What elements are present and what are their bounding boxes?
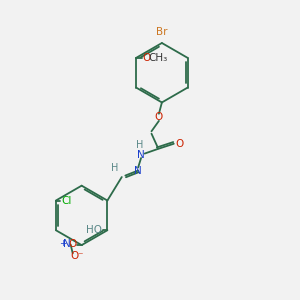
Text: O: O	[143, 53, 151, 63]
Text: Cl: Cl	[61, 196, 71, 206]
Text: H: H	[136, 140, 143, 150]
Text: O: O	[175, 139, 184, 149]
Text: N: N	[137, 150, 145, 160]
Text: H: H	[111, 164, 118, 173]
Text: O: O	[155, 112, 163, 122]
Text: O: O	[68, 238, 76, 249]
Text: CH₃: CH₃	[148, 53, 168, 63]
Text: Br: Br	[156, 27, 168, 37]
Text: N: N	[134, 166, 142, 176]
Text: O: O	[70, 251, 78, 261]
Text: ⁻: ⁻	[77, 251, 83, 261]
Text: +: +	[59, 239, 67, 248]
Text: N: N	[64, 238, 71, 249]
Text: HO: HO	[86, 225, 102, 235]
